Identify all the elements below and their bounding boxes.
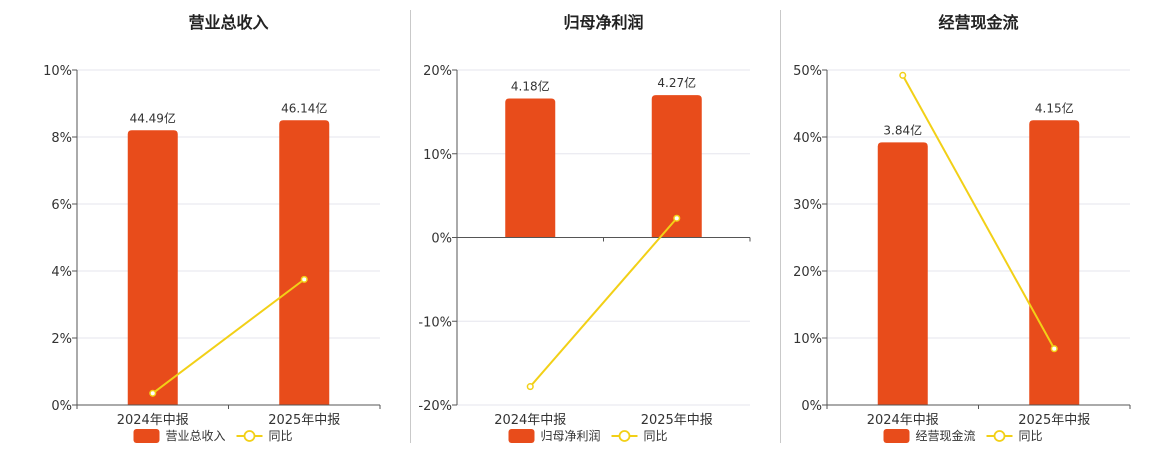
legend-label: 营业总收入 <box>166 429 226 443</box>
data-label: 46.14亿 <box>281 100 327 115</box>
y-tick-label: 2% <box>51 332 72 347</box>
y-tick-label: 8% <box>51 131 72 146</box>
x-tick-label: 2024年中报 <box>494 413 566 428</box>
y-tick-label: 20% <box>793 265 822 280</box>
chart-title: 归母净利润 <box>563 13 643 32</box>
bar <box>651 95 702 238</box>
panel-divider <box>410 10 411 443</box>
chart-panel-cash-flow: 经营现金流 50% 40% 30% 20% 10% 0% 3.84亿 4.15亿 2024年中报 2… <box>750 0 1131 450</box>
legend-label: 同比 <box>269 429 293 443</box>
chart-title: 经营现金流 <box>938 13 1018 32</box>
net-profit-chart: 归母净利润 20% 10% 0% -10% -20% 4.18亿 4.27亿 2024年中报 20… <box>418 13 751 443</box>
legend-swatch-bar <box>883 429 910 443</box>
legend-swatch-bar <box>508 429 535 443</box>
data-label: 4.18亿 <box>511 78 550 93</box>
x-tick-label: 2024年中报 <box>867 413 939 428</box>
series-point <box>899 71 907 79</box>
data-label: 4.15亿 <box>1035 100 1074 115</box>
series-point <box>149 389 157 397</box>
data-label: 3.84亿 <box>883 122 922 137</box>
chart-title: 营业总收入 <box>188 13 268 32</box>
y-tick-label: 10% <box>423 148 452 163</box>
y-tick-label: 20% <box>423 64 452 79</box>
panel-divider <box>780 10 781 443</box>
series-line <box>901 74 1056 350</box>
y-tick-label: 4% <box>51 265 72 280</box>
cash-flow-chart: 经营现金流 50% 40% 30% 20% 10% 0% 3.84亿 4.15亿 2024年中报 2… <box>793 13 1131 443</box>
series-point <box>300 275 308 283</box>
legend-swatch-marker <box>993 430 1006 442</box>
legend-swatch-marker <box>243 430 256 442</box>
bar <box>279 120 330 405</box>
series-point <box>526 383 534 391</box>
legend-label: 同比 <box>644 429 668 443</box>
y-tick-label: 0% <box>801 399 822 414</box>
data-label: 44.49亿 <box>130 110 176 125</box>
data-label: 4.27亿 <box>657 75 696 90</box>
bar <box>877 142 928 406</box>
legend-swatch-bar <box>133 429 160 443</box>
y-tick-label: -20% <box>418 399 452 414</box>
x-tick-label: 2024年中报 <box>117 413 189 428</box>
y-tick-label: 0% <box>51 399 72 414</box>
y-tick-label: 30% <box>793 198 822 213</box>
revenue-chart: 营业总收入 10% 8% 6% 4% 2% 0% 44.49亿 46.14亿 2024年中报 202… <box>43 13 381 443</box>
x-tick-label: 2025年中报 <box>1018 413 1090 428</box>
bar <box>127 130 178 406</box>
chart-panel-revenue: 营业总收入 10% 8% 6% 4% 2% 0% 44.49亿 46.14亿 2024年中报 202… <box>0 0 381 450</box>
legend-label: 归母净利润 <box>541 429 601 443</box>
bar <box>505 98 556 238</box>
y-tick-label: 6% <box>51 198 72 213</box>
legend-label: 经营现金流 <box>916 428 976 443</box>
legend-label: 同比 <box>1019 429 1043 443</box>
series-line <box>152 278 305 395</box>
legend-swatch-marker <box>618 430 631 442</box>
x-tick-label: 2025年中报 <box>641 413 713 428</box>
series-point <box>1050 345 1058 353</box>
bar <box>1029 120 1080 405</box>
y-tick-label: 40% <box>793 131 822 146</box>
y-tick-label: 50% <box>793 64 822 79</box>
series-line <box>529 217 678 388</box>
series-point <box>673 214 681 222</box>
y-tick-label: 10% <box>793 332 822 347</box>
chart-panel-net-profit: 归母净利润 20% 10% 0% -10% -20% 4.18亿 4.27亿 2024年中报 20… <box>380 0 751 450</box>
y-tick-label: 10% <box>43 64 72 79</box>
y-tick-label: -10% <box>418 315 452 330</box>
y-tick-label: 0% <box>431 232 452 247</box>
x-tick-label: 2025年中报 <box>268 413 340 428</box>
